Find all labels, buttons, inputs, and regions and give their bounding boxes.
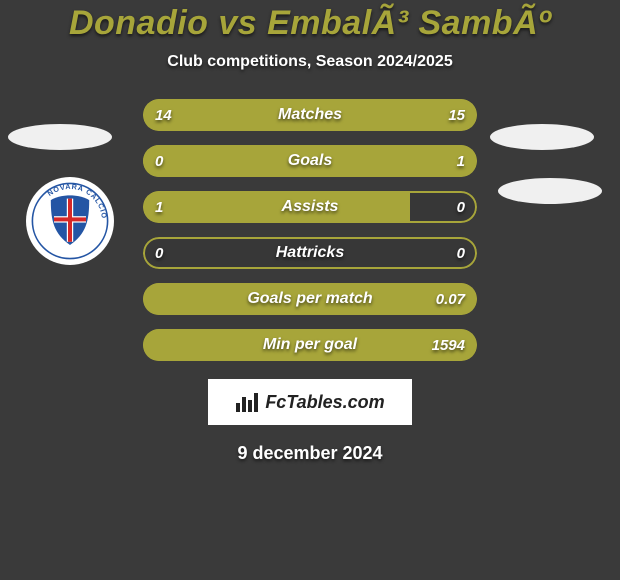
stat-row: Goals0 1 bbox=[143, 145, 477, 177]
stat-value-left: 0 bbox=[143, 237, 175, 269]
stat-label: Matches bbox=[143, 99, 477, 131]
stat-label: Goals bbox=[143, 145, 477, 177]
fctables-label: FcTables.com bbox=[265, 392, 384, 413]
bars-icon bbox=[235, 391, 259, 413]
stat-row: Min per goal1594 bbox=[143, 329, 477, 361]
stat-value-right: 1 bbox=[445, 145, 477, 177]
stat-value-left bbox=[143, 283, 167, 315]
fctables-badge: FcTables.com bbox=[208, 379, 412, 425]
stat-value-left bbox=[143, 329, 167, 361]
stat-value-right: 0.07 bbox=[424, 283, 477, 315]
page-subtitle: Club competitions, Season 2024/2025 bbox=[0, 53, 620, 71]
stats-compare: Matches1415Goals01Assists10Hattricks00Go… bbox=[143, 99, 477, 361]
stat-value-left: 14 bbox=[143, 99, 184, 131]
page-title: Donadio vs EmbalÃ³ SambÃº bbox=[0, 0, 620, 43]
stat-value-right: 0 bbox=[445, 191, 477, 223]
stat-row: Hattricks0 0 bbox=[143, 237, 477, 269]
stat-value-right: 0 bbox=[445, 237, 477, 269]
novara-shield-icon: NOVARA CALCIO bbox=[30, 181, 110, 261]
stat-label: Hattricks bbox=[143, 237, 477, 269]
player-right-ellipse-top bbox=[490, 124, 594, 150]
stat-row: Assists1 0 bbox=[143, 191, 477, 223]
player-right-ellipse-bottom bbox=[498, 178, 602, 204]
stat-label: Assists bbox=[143, 191, 477, 223]
stat-value-right: 15 bbox=[436, 99, 477, 131]
stat-value-left: 0 bbox=[143, 145, 175, 177]
player-left-ellipse bbox=[8, 124, 112, 150]
date-label: 9 december 2024 bbox=[0, 443, 620, 464]
stat-value-left: 1 bbox=[143, 191, 175, 223]
club-badge: NOVARA CALCIO bbox=[26, 177, 114, 265]
stat-value-right: 1594 bbox=[420, 329, 477, 361]
stat-row: Goals per match0.07 bbox=[143, 283, 477, 315]
stat-row: Matches14 15 bbox=[143, 99, 477, 131]
